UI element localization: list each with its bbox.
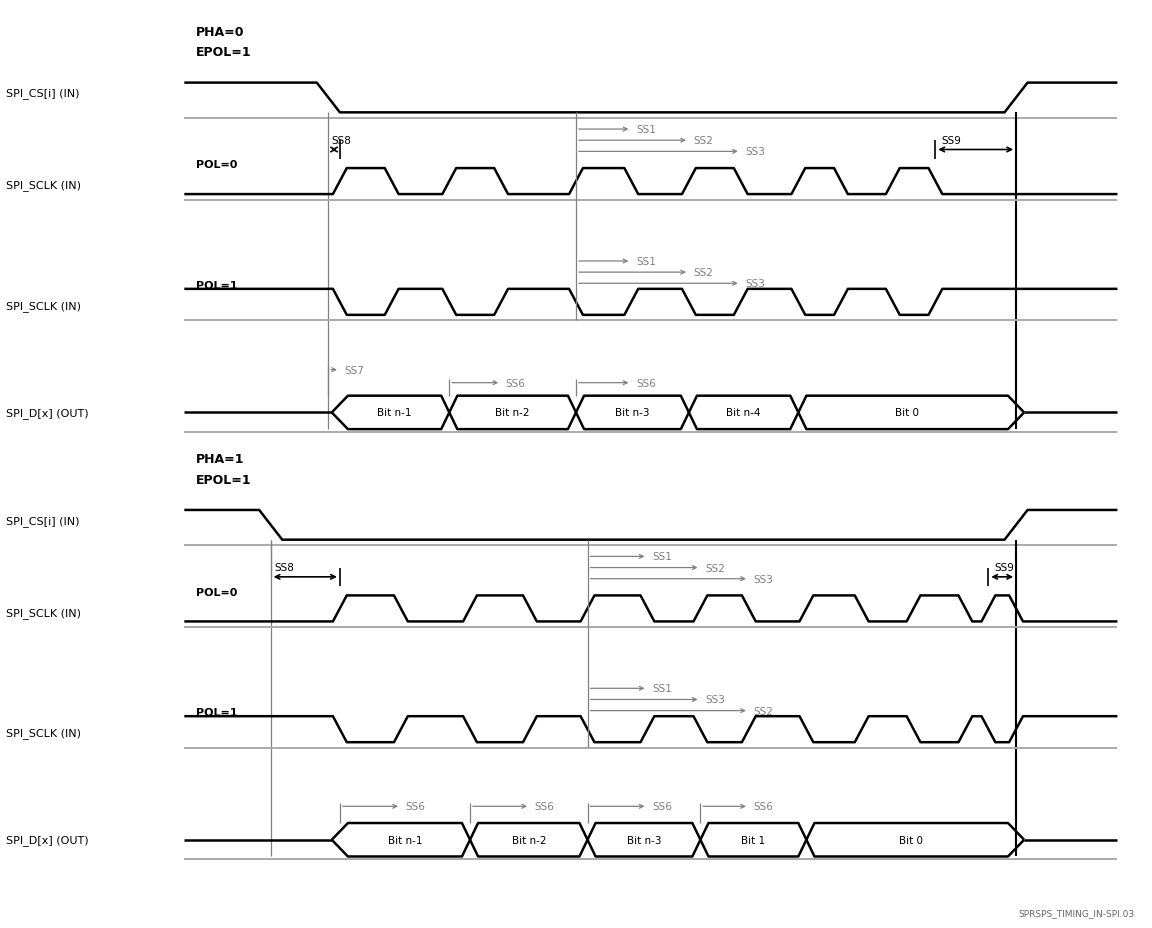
Text: SPI_SCLK (IN): SPI_SCLK (IN) [6,301,81,312]
Text: Bit n-4: Bit n-4 [727,408,760,418]
Text: SPI_CS[i] (IN): SPI_CS[i] (IN) [6,88,79,99]
Text: SS8: SS8 [274,562,294,573]
Text: Bit 0: Bit 0 [895,408,919,418]
Text: Bit n-2: Bit n-2 [495,408,530,418]
Text: SPI_CS[i] (IN): SPI_CS[i] (IN) [6,515,79,526]
Text: SS2: SS2 [694,136,713,146]
Text: SS6: SS6 [535,802,554,811]
Text: SS8: SS8 [332,135,351,146]
Text: SS2: SS2 [705,563,725,573]
Text: POL=0: POL=0 [196,161,237,170]
Text: SS6: SS6 [636,379,655,388]
Text: SPI_SCLK (IN): SPI_SCLK (IN) [6,607,81,618]
Text: EPOL=1: EPOL=1 [196,46,251,59]
Text: SS7: SS7 [344,366,364,375]
Text: SS6: SS6 [753,802,773,811]
Text: SS6: SS6 [652,802,672,811]
Text: SS2: SS2 [753,706,773,715]
Text: SPRSPS_TIMING_IN-SPI.03: SPRSPS_TIMING_IN-SPI.03 [1018,908,1135,917]
Text: PHA=0: PHA=0 [196,26,244,39]
Text: SPI_SCLK (IN): SPI_SCLK (IN) [6,180,81,191]
Text: Bit n-1: Bit n-1 [378,408,411,418]
Text: POL=1: POL=1 [196,281,237,290]
Text: SS2: SS2 [694,268,713,277]
Text: Bit n-3: Bit n-3 [627,835,661,844]
Text: SS3: SS3 [745,279,765,289]
Text: SS1: SS1 [652,684,672,693]
Text: POL=1: POL=1 [196,708,237,717]
Text: SPI_D[x] (OUT): SPI_D[x] (OUT) [6,834,89,845]
Text: PHA=1: PHA=1 [196,453,244,466]
Text: Bit n-2: Bit n-2 [511,835,546,844]
Text: SS9: SS9 [941,135,961,146]
Text: POL=0: POL=0 [196,587,237,597]
Text: Bit n-1: Bit n-1 [388,835,422,844]
Text: SS1: SS1 [636,125,655,135]
Text: Bit 1: Bit 1 [742,835,765,844]
Text: Bit n-3: Bit n-3 [615,408,650,418]
Text: Bit 0: Bit 0 [900,835,923,844]
Text: EPOL=1: EPOL=1 [196,473,251,486]
Text: SS6: SS6 [506,379,525,388]
Text: SS3: SS3 [705,695,725,704]
Text: SS3: SS3 [745,148,765,157]
Text: SS6: SS6 [406,802,425,811]
Text: SS1: SS1 [652,552,672,561]
Text: SS1: SS1 [636,257,655,266]
Text: SPI_D[x] (OUT): SPI_D[x] (OUT) [6,407,89,419]
Text: SPI_SCLK (IN): SPI_SCLK (IN) [6,728,81,739]
Text: SS3: SS3 [753,574,773,584]
Text: SS9: SS9 [994,562,1014,573]
